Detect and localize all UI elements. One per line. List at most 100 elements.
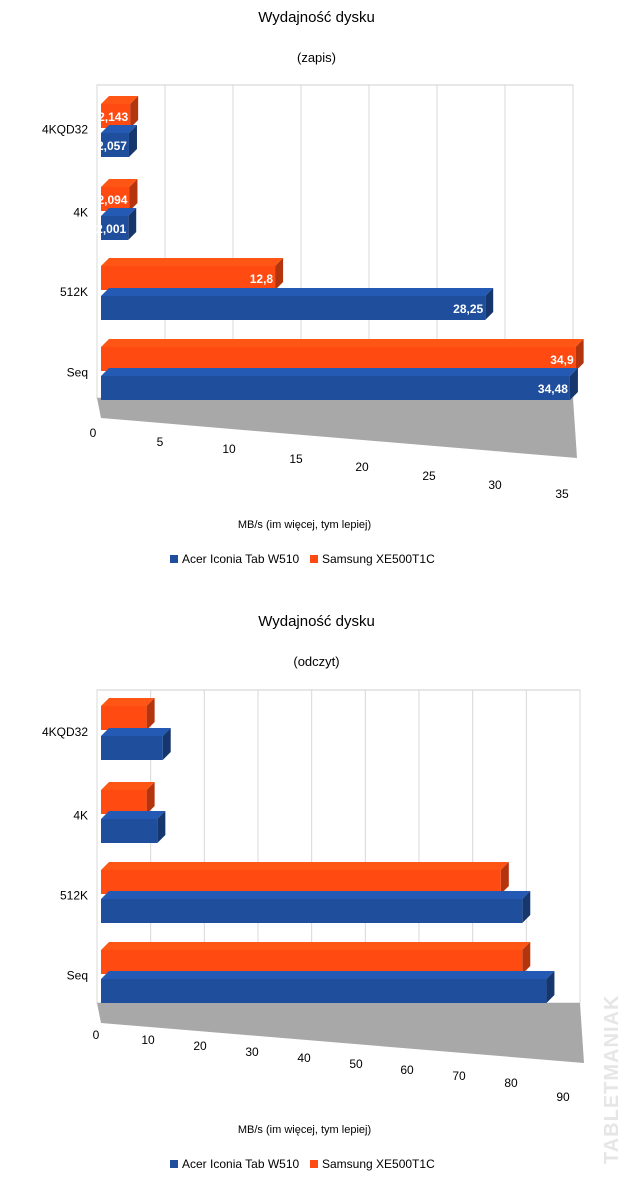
bar-front-face — [101, 266, 276, 290]
chart-title: Wydajność dysku — [258, 613, 375, 630]
x-tick-label: 90 — [556, 1090, 570, 1104]
x-tick-label: 30 — [488, 478, 502, 492]
bar-samsung-4kqd32 — [101, 96, 139, 128]
bar-top-face — [101, 179, 138, 187]
data-label: 2,057 — [97, 139, 127, 153]
bar-front-face — [101, 104, 131, 128]
x-tick-label: 35 — [555, 487, 569, 501]
data-label: 34,48 — [538, 382, 568, 396]
bar-end-face — [128, 125, 137, 157]
bar-acer-seq — [101, 971, 555, 1003]
chart-subtitle: (odczyt) — [293, 654, 339, 669]
category-label: 512K — [60, 889, 88, 903]
bar-front-face — [101, 899, 523, 923]
bar-front-face — [101, 950, 523, 974]
plot-floor — [97, 1003, 584, 1063]
bar-end-face — [157, 811, 166, 843]
x-tick-label: 20 — [193, 1039, 207, 1053]
bar-front-face — [101, 133, 129, 157]
bar-samsung-4kqd32 — [101, 698, 155, 730]
bar-end-face — [546, 971, 555, 1003]
data-label: 34,9 — [550, 353, 574, 367]
bar-front-face — [101, 296, 486, 320]
bar-front-face — [101, 347, 576, 371]
bar-samsung-4k — [101, 179, 138, 211]
bar-end-face — [128, 208, 137, 240]
bar-samsung-512k — [101, 258, 284, 290]
bar-top-face — [101, 339, 584, 347]
bar-acer-512k — [101, 288, 494, 320]
x-tick-label: 60 — [400, 1063, 414, 1077]
x-tick-label: 25 — [422, 469, 436, 483]
x-axis-title: MB/s (im więcej, tym lepiej) — [238, 519, 371, 531]
bar-end-face — [522, 942, 531, 974]
legend: Acer Iconia Tab W510 Samsung XE500T1C — [170, 1157, 435, 1171]
bar-end-face — [146, 698, 155, 730]
x-tick-label: 10 — [222, 442, 236, 456]
bar-end-face — [275, 258, 284, 290]
bar-front-face — [101, 870, 501, 894]
bar-top-face — [101, 96, 139, 104]
bar-top-face — [101, 862, 509, 870]
data-label: 28,25 — [453, 302, 483, 316]
bar-end-face — [146, 782, 155, 814]
chart-subtitle: (zapis) — [297, 50, 336, 65]
bar-acer-512k — [101, 891, 531, 923]
bar-end-face — [500, 862, 509, 894]
bar-samsung-4k — [101, 782, 155, 814]
legend-swatch-samsung — [310, 555, 318, 563]
bar-top-face — [101, 125, 137, 133]
x-tick-label: 80 — [504, 1076, 518, 1090]
x-tick-label: 40 — [297, 1051, 311, 1065]
legend-swatch-samsung — [310, 1160, 318, 1168]
chart-title: Wydajność dysku — [258, 9, 375, 26]
x-axis-title: MB/s (im więcej, tym lepiej) — [238, 1124, 371, 1136]
category-label: 4KQD32 — [42, 725, 88, 739]
read-chart-canvas: Wydajność dysku (odczyt) 4KQD32 4K 512K Seq 0 1… — [42, 613, 584, 1171]
legend-swatch-acer — [170, 555, 178, 563]
write-chart: Wydajność dysku (zapis) 4KQD32 2,143 2,057 4K… — [42, 9, 584, 566]
bar-top-face — [101, 288, 494, 296]
data-label: 12,8 — [250, 272, 274, 286]
bar-acer-4k — [101, 208, 137, 240]
bar-top-face — [101, 942, 531, 950]
x-tick-label: 0 — [90, 426, 97, 440]
bar-front-face — [101, 790, 147, 814]
bar-front-face — [101, 819, 158, 843]
bar-top-face — [101, 728, 171, 736]
bar-samsung-512k — [101, 862, 509, 894]
x-tick-label: 0 — [93, 1028, 100, 1042]
bar-top-face — [101, 258, 284, 266]
x-tick-label: 10 — [141, 1033, 155, 1047]
bar-end-face — [162, 728, 171, 760]
bar-top-face — [101, 891, 531, 899]
bar-samsung-seq — [101, 942, 531, 974]
watermark-text: TABLETMANIAK — [601, 994, 623, 1164]
category-label: Seq — [67, 969, 88, 983]
bar-end-face — [130, 96, 139, 128]
write-chart-canvas: Wydajność dysku (zapis) 4KQD32 2,143 2,057 4K… — [42, 9, 584, 566]
x-tick-label: 70 — [452, 1069, 466, 1083]
x-tick-label: 50 — [349, 1057, 363, 1071]
category-label: 4KQD32 — [42, 123, 88, 137]
category-label: 4K — [73, 206, 88, 220]
x-tick-label: 20 — [355, 460, 369, 474]
data-label: 2,001 — [96, 222, 126, 236]
bar-end-face — [575, 339, 584, 371]
bar-acer-seq — [101, 368, 578, 400]
category-label: Seq — [67, 366, 88, 380]
bar-end-face — [569, 368, 578, 400]
x-tick-label: 15 — [289, 452, 303, 466]
bar-top-face — [101, 811, 166, 819]
plot-floor — [97, 398, 577, 458]
bar-samsung-seq — [101, 339, 584, 371]
watermark-logo: TABLETMANIAK — [599, 906, 623, 1166]
bar-top-face — [101, 368, 578, 376]
x-tick-label: 30 — [245, 1045, 259, 1059]
bar-acer-4kqd32 — [101, 125, 137, 157]
bar-end-face — [522, 891, 531, 923]
legend-label-samsung: Samsung XE500T1C — [322, 552, 435, 566]
bar-end-face — [485, 288, 494, 320]
legend-swatch-acer — [170, 1160, 178, 1168]
bar-top-face — [101, 208, 137, 216]
